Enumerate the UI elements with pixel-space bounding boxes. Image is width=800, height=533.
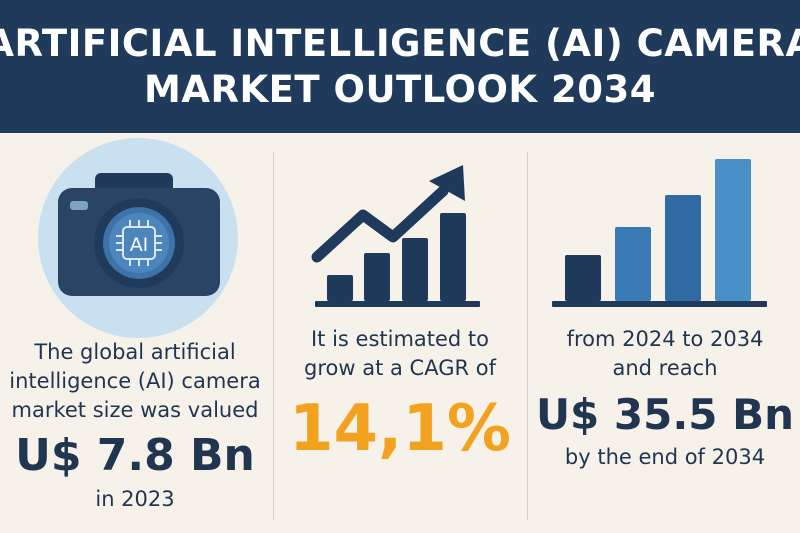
growth-arrow-chart-icon: [311, 165, 480, 307]
column-divider-1: [273, 152, 274, 520]
column-divider-2: [527, 152, 528, 520]
column-market-size: AI The global artificial intelligence (A…: [0, 133, 270, 533]
chip-label: AI: [130, 234, 149, 256]
market-size-year: in 2023: [95, 487, 175, 511]
title-line-1: ARTIFICIAL INTELLIGENCE (AI) CAMERA: [0, 21, 800, 65]
rising-bar-chart-icon: [552, 159, 767, 307]
market-size-line-1: The global artificial: [34, 340, 236, 364]
column-cagr: It is estimated to grow at a CAGR of 14,…: [275, 133, 525, 533]
market-size-text-block: The global artificial intelligence (AI) …: [0, 338, 270, 514]
cagr-text-block: It is estimated to grow at a CAGR of 14,…: [275, 325, 525, 469]
title-line-2: MARKET OUTLOOK 2034: [144, 67, 656, 111]
forecast-text-block: from 2024 to 2034 and reach U$ 35.5 Bn b…: [530, 325, 800, 472]
forecast-value: U$ 35.5 Bn: [535, 390, 795, 439]
forecast-line-3: by the end of 2034: [564, 445, 766, 469]
camera-ai-icon: AI: [38, 138, 238, 338]
market-size-value: U$ 7.8 Bn: [15, 430, 255, 481]
market-size-line-3: market size was valued: [11, 398, 259, 422]
forecast-line-1: from 2024 to 2034: [566, 327, 764, 351]
cagr-value: 14,1%: [288, 392, 512, 466]
forecast-line-2: and reach: [612, 356, 718, 380]
market-size-line-2: intelligence (AI) camera: [9, 369, 261, 393]
column-forecast: from 2024 to 2034 and reach U$ 35.5 Bn b…: [530, 133, 800, 533]
cagr-line-2: grow at a CAGR of: [304, 356, 496, 380]
header-banner: ARTIFICIAL INTELLIGENCE (AI) CAMERA MARK…: [0, 0, 800, 133]
cagr-line-1: It is estimated to: [310, 327, 490, 351]
